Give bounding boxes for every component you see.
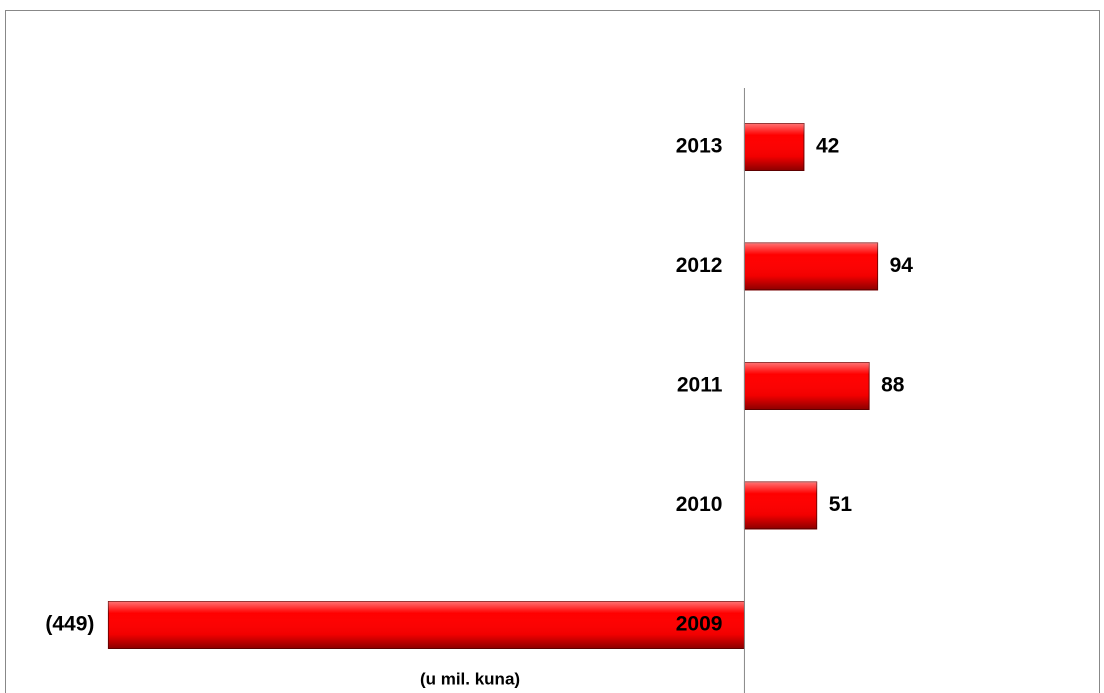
axis-label: (u mil. kuna) [420,669,520,688]
bar-shade [744,362,870,410]
category-label: 2011 [677,374,723,397]
bar-shade [744,123,804,171]
value-label: 88 [881,374,905,397]
category-label: 2010 [676,493,723,516]
bar-shade [744,243,878,290]
bar-shade [744,482,817,529]
category-label: 2009 [676,613,723,636]
chart-frame [5,10,1100,693]
value-label: 94 [890,254,914,277]
bar-shade [108,601,745,649]
value-label: 42 [816,135,839,158]
value-label: (449) [45,613,94,636]
category-label: 2013 [676,135,723,158]
category-label: 2012 [676,254,723,277]
value-label: 51 [829,493,853,516]
